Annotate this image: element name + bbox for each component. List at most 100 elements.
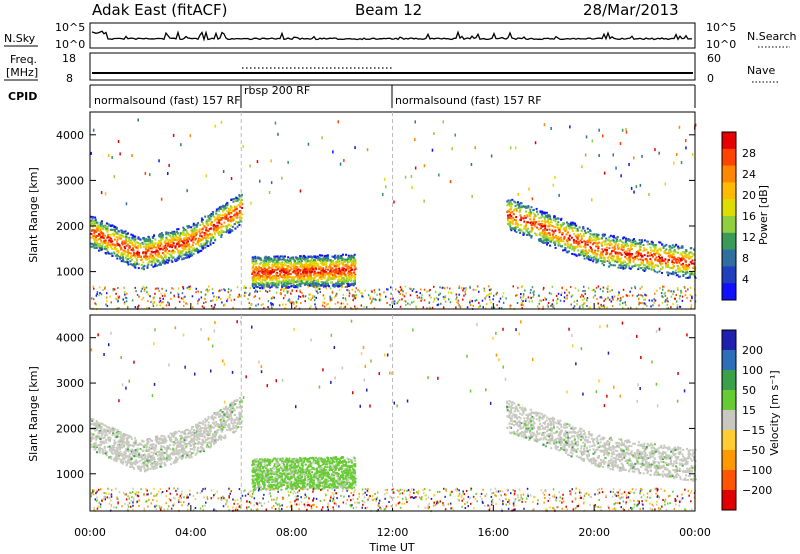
- data-pixel: [561, 240, 564, 243]
- data-pixel: [611, 255, 614, 258]
- data-pixel: [106, 251, 109, 254]
- clutter-pixel: [152, 297, 154, 300]
- data-pixel: [336, 260, 339, 263]
- data-pixel: [229, 209, 232, 212]
- clutter-pixel: [310, 298, 312, 301]
- data-pixel: [143, 240, 146, 243]
- data-pixel: [544, 221, 547, 224]
- clutter-pixel: [661, 301, 664, 304]
- data-pixel: [692, 262, 695, 265]
- clutter-pixel: [341, 286, 343, 289]
- data-pixel: [137, 255, 140, 258]
- data-pixel: [595, 233, 598, 236]
- clutter-pixel: [444, 300, 447, 303]
- sparse-pixel: [214, 124, 216, 128]
- clutter-pixel: [390, 286, 392, 289]
- data-pixel: [627, 238, 630, 241]
- data-pixel: [642, 247, 645, 250]
- data-pixel: [188, 248, 191, 251]
- clutter-pixel: [262, 303, 264, 306]
- data-pixel: [155, 258, 158, 261]
- data-pixel: [122, 256, 124, 259]
- data-pixel: [197, 242, 200, 245]
- clutter-pixel: [280, 288, 282, 291]
- data-pixel: [511, 203, 514, 206]
- clutter-pixel: [531, 300, 533, 303]
- data-pixel: [252, 266, 255, 269]
- data-pixel: [264, 278, 267, 281]
- data-pixel: [335, 272, 338, 275]
- clutter-pixel: [153, 301, 156, 304]
- data-pixel: [132, 264, 135, 267]
- data-pixel: [182, 237, 185, 240]
- data-pixel: [296, 281, 299, 284]
- data-pixel: [510, 227, 513, 230]
- data-pixel: [513, 200, 516, 203]
- clutter-pixel: [665, 299, 667, 301]
- data-pixel: [192, 252, 195, 255]
- colorbar-swatch: [722, 232, 736, 251]
- data-pixel: [281, 284, 283, 287]
- data-pixel: [316, 262, 319, 265]
- data-pixel: [188, 233, 191, 236]
- data-pixel: [509, 213, 512, 216]
- data-pixel: [293, 258, 296, 261]
- data-pixel: [582, 249, 584, 252]
- data-pixel: [304, 256, 307, 259]
- data-pixel: [337, 285, 340, 288]
- data-pixel: [666, 271, 669, 274]
- data-pixel: [640, 267, 642, 270]
- data-pixel: [317, 274, 320, 277]
- clutter-pixel: [394, 300, 396, 303]
- data-pixel: [594, 249, 597, 252]
- data-pixel: [517, 201, 519, 204]
- data-pixel: [537, 213, 539, 216]
- clutter-pixel: [446, 286, 449, 289]
- data-pixel: [337, 272, 340, 275]
- data-pixel: [229, 205, 232, 208]
- data-pixel: [153, 246, 155, 249]
- data-pixel: [286, 259, 289, 262]
- data-pixel: [158, 242, 161, 245]
- clutter-pixel: [177, 287, 180, 290]
- data-pixel: [638, 241, 641, 244]
- data-pixel: [627, 247, 629, 250]
- clutter-pixel: [456, 296, 458, 299]
- data-pixel: [257, 270, 260, 273]
- data-pixel: [586, 227, 589, 230]
- data-pixel: [314, 260, 317, 263]
- sparse-pixel: [602, 134, 604, 138]
- data-pixel: [543, 220, 546, 223]
- clutter-pixel: [117, 299, 119, 302]
- data-pixel: [335, 275, 338, 278]
- clutter-pixel: [652, 304, 654, 307]
- sparse-pixel: [581, 165, 583, 169]
- data-pixel: [524, 225, 527, 228]
- data-pixel: [544, 231, 546, 234]
- data-pixel: [633, 245, 636, 248]
- data-pixel: [254, 261, 257, 264]
- data-pixel: [693, 248, 695, 251]
- data-pixel: [191, 247, 194, 250]
- data-pixel: [531, 229, 534, 232]
- data-pixel: [343, 267, 346, 270]
- clutter-pixel: [679, 305, 682, 308]
- data-pixel: [641, 259, 644, 262]
- sparse-pixel: [591, 139, 594, 143]
- data-pixel: [567, 237, 570, 240]
- sparse-pixel: [107, 154, 110, 157]
- data-pixel: [510, 229, 513, 232]
- data-pixel: [171, 251, 174, 254]
- data-pixel: [158, 235, 161, 238]
- clutter-pixel: [566, 294, 568, 297]
- clutter-pixel: [626, 294, 628, 297]
- data-pixel: [271, 284, 274, 287]
- data-pixel: [538, 220, 541, 223]
- data-pixel: [315, 279, 318, 282]
- clutter-pixel: [213, 306, 215, 309]
- clutter-pixel: [185, 302, 187, 305]
- clutter-pixel: [664, 292, 666, 295]
- data-pixel: [582, 226, 584, 229]
- data-pixel: [127, 232, 129, 235]
